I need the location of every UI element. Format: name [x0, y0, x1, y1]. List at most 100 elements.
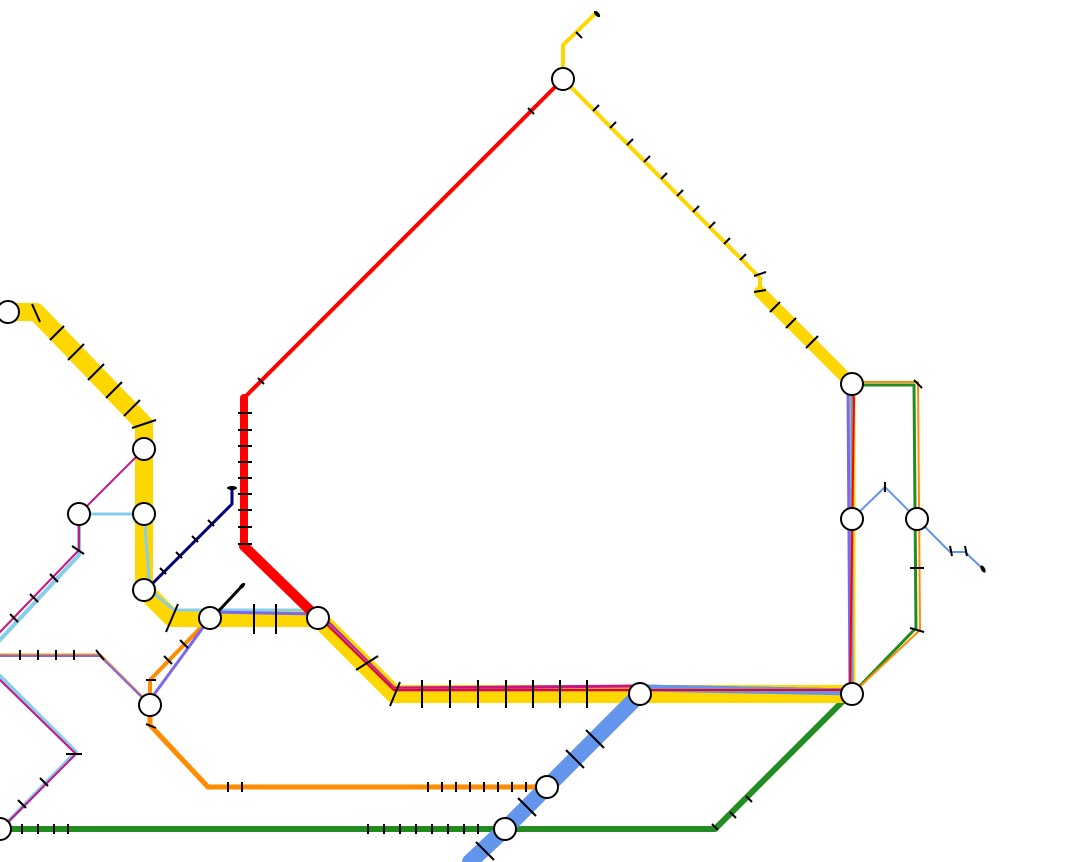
- navy-line-branch: [144, 486, 234, 592]
- tick: [17, 799, 27, 809]
- tick: [527, 107, 535, 115]
- blue-line-east: [851, 486, 984, 570]
- tick: [909, 627, 925, 633]
- tick: [517, 797, 537, 817]
- tick: [660, 172, 668, 180]
- tick: [39, 777, 49, 787]
- purple-line-group: [148, 384, 852, 702]
- magenta-line-southwest: [0, 679, 77, 831]
- terminus-cap: [238, 582, 246, 590]
- tick: [67, 343, 85, 361]
- tick: [131, 419, 157, 429]
- tick: [389, 681, 401, 707]
- station-ticks: [9, 31, 968, 861]
- yellow-line-north: [561, 11, 854, 386]
- tick: [626, 138, 634, 146]
- station-west-edge-bottom[interactable]: [0, 817, 12, 841]
- tick: [739, 253, 747, 261]
- station-north-apex[interactable]: [551, 67, 575, 91]
- tick: [123, 399, 141, 417]
- tick: [159, 567, 167, 575]
- red-line-diagonal: [242, 77, 565, 400]
- tick: [711, 823, 719, 831]
- terminus-caps: [227, 10, 986, 590]
- station-west-upper[interactable]: [132, 437, 156, 461]
- terminus-cap: [980, 565, 986, 573]
- green-line-east-loop: [850, 383, 918, 696]
- tick: [163, 655, 173, 665]
- tick: [145, 723, 157, 729]
- tick: [769, 301, 781, 313]
- terminus-cap: [227, 486, 237, 490]
- station-southwest[interactable]: [138, 693, 162, 717]
- red-line-south: [239, 541, 323, 623]
- tick: [785, 317, 797, 329]
- yellow-line-trunk: [0, 303, 861, 703]
- tick: [175, 551, 183, 559]
- purple-line-east: [846, 384, 852, 694]
- tick: [643, 155, 651, 163]
- station-center[interactable]: [306, 606, 330, 630]
- tick: [585, 729, 605, 749]
- tick: [805, 335, 819, 349]
- tick: [49, 325, 65, 341]
- light-blue-line-connector: [77, 512, 320, 612]
- tick: [609, 121, 617, 129]
- station-center-left[interactable]: [198, 606, 222, 630]
- tick: [31, 303, 41, 323]
- tick: [964, 545, 968, 557]
- station-east-mid-right[interactable]: [905, 507, 929, 531]
- tick: [913, 379, 923, 389]
- tick: [475, 841, 495, 861]
- tick: [949, 545, 953, 557]
- tick: [207, 519, 215, 527]
- magenta-line-trunk: [316, 610, 854, 692]
- magenta-line-group: [0, 448, 854, 831]
- tick: [676, 189, 684, 197]
- tick: [708, 221, 716, 229]
- tick: [191, 535, 199, 543]
- tick: [753, 271, 767, 277]
- red-line-group: [239, 77, 855, 695]
- tick: [575, 31, 583, 39]
- tick: [565, 749, 585, 769]
- light-blue-line-southwest: [0, 674, 78, 832]
- tick: [71, 545, 85, 555]
- station-west-edge-top[interactable]: [0, 300, 20, 324]
- tick: [753, 289, 767, 293]
- station-south-hub[interactable]: [628, 682, 652, 706]
- terminus-cap: [593, 10, 601, 18]
- tick: [723, 237, 731, 245]
- tick: [105, 381, 123, 399]
- tick: [745, 795, 753, 803]
- station-south-orange[interactable]: [535, 775, 559, 799]
- tick: [179, 639, 189, 649]
- green-line-group: [0, 383, 918, 832]
- station-east-mid-left[interactable]: [840, 507, 864, 531]
- purple-line-link: [148, 616, 212, 702]
- tick: [692, 205, 700, 213]
- tick: [257, 377, 265, 385]
- magenta-line-north: [0, 448, 145, 633]
- stations: [0, 67, 929, 841]
- tick: [95, 649, 105, 661]
- tick: [592, 104, 600, 112]
- station-west-mid-right[interactable]: [132, 502, 156, 526]
- station-south-green[interactable]: [493, 817, 517, 841]
- orange-line-east: [851, 381, 921, 695]
- tick: [355, 655, 379, 671]
- station-west-lower[interactable]: [132, 578, 156, 602]
- red-line-trunk: [317, 615, 853, 691]
- tick: [29, 593, 39, 603]
- tick: [165, 603, 179, 633]
- yellow-line-northeast-wide: [754, 286, 858, 390]
- blue-line-south-wide: [462, 686, 648, 862]
- station-northeast[interactable]: [840, 372, 864, 396]
- station-southeast[interactable]: [840, 682, 864, 706]
- tick: [49, 573, 59, 583]
- tick: [9, 613, 19, 623]
- tick: [87, 363, 105, 381]
- station-west-mid-left[interactable]: [67, 502, 91, 526]
